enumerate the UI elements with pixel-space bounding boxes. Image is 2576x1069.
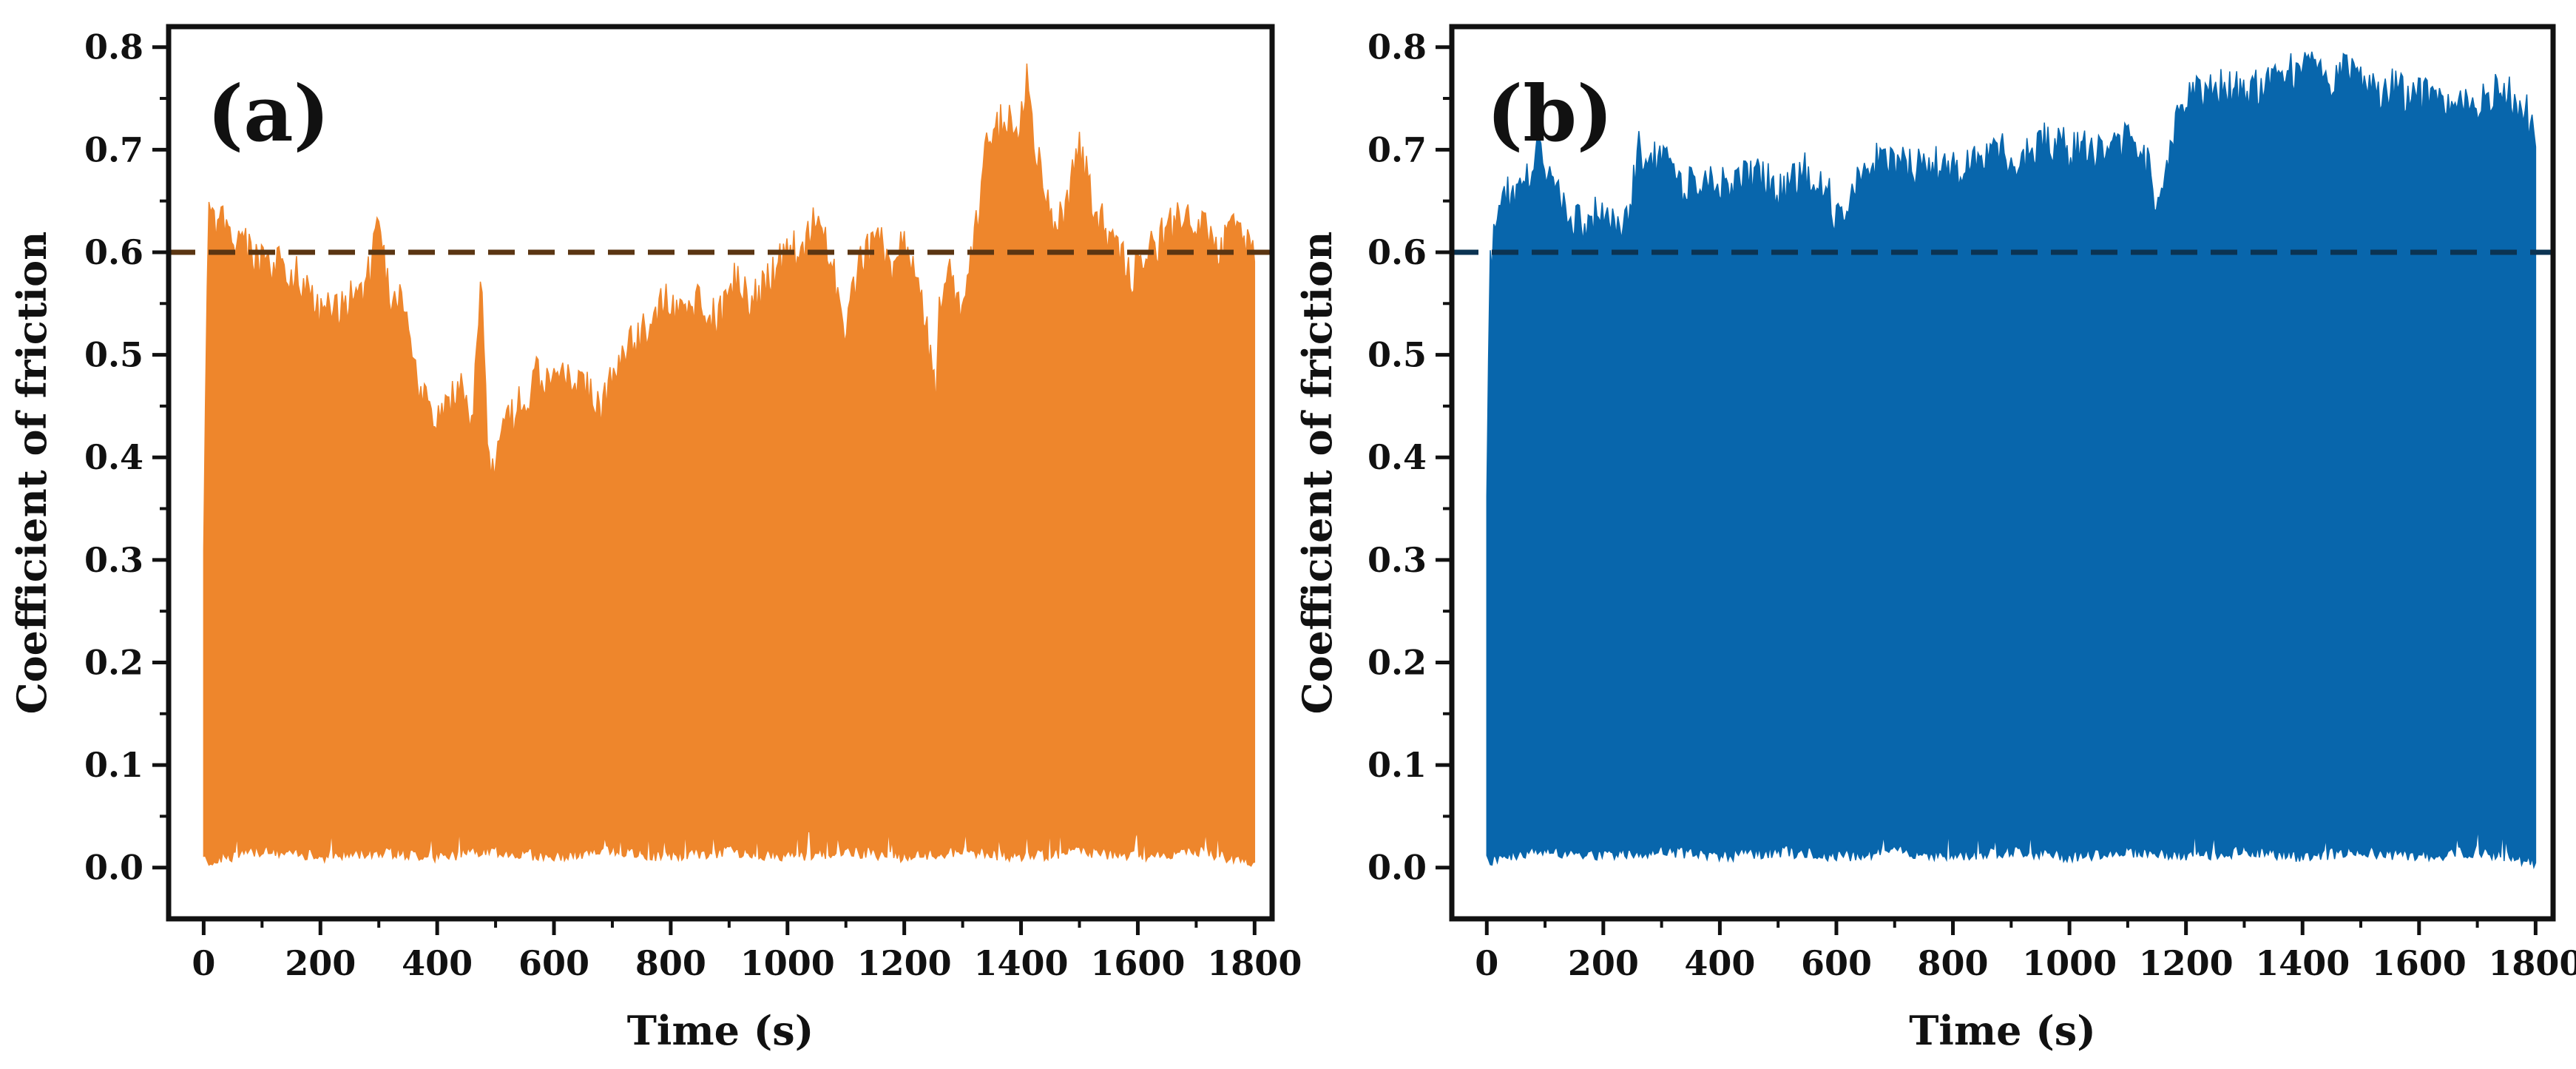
x-tick-label: 1600	[2372, 943, 2467, 983]
y-tick-label: 0.4	[1368, 437, 1427, 477]
x-tick-label: 600	[1801, 943, 1872, 983]
y-tick-label: 0.5	[84, 335, 143, 375]
y-axis-ticks-a: 0.0 0.1 0.2 0.3 0.4 0.5 0.6 0.7 0.8	[84, 27, 169, 888]
x-tick-label: 200	[285, 943, 356, 983]
friction-series-a	[203, 63, 1256, 867]
x-tick-label: 1600	[1090, 943, 1185, 983]
x-tick-label: 800	[635, 943, 706, 983]
x-axis-ticks-a: 0 200 400 600 800 1000 1200 1400 1600 1800	[192, 919, 1302, 983]
y-tick-label: 0.7	[84, 129, 143, 169]
y-tick-label: 0.1	[1368, 745, 1427, 785]
y-tick-label: 0.6	[84, 232, 143, 272]
x-tick-label: 0	[192, 943, 215, 983]
y-tick-label: 0.8	[1368, 27, 1427, 67]
x-tick-label: 400	[1684, 943, 1755, 983]
y-tick-label: 0.1	[84, 745, 143, 785]
x-tick-label: 1000	[2022, 943, 2117, 983]
x-tick-label: 1200	[2139, 943, 2234, 983]
x-tick-label: 1800	[2488, 943, 2576, 983]
panel-label-b: (b)	[1487, 68, 1613, 159]
y-tick-label: 0.3	[1368, 540, 1427, 580]
y-tick-label: 0.3	[84, 540, 143, 580]
y-tick-label: 0.6	[1368, 232, 1427, 272]
y-tick-label: 0.4	[84, 437, 143, 477]
y-tick-label: 0.5	[1368, 335, 1427, 375]
y-tick-label: 0.8	[84, 27, 143, 67]
chart-panel-b: 0 200 400 600 800 1000 1200 1400 1600 1800 0.0 0.1…	[1294, 24, 2576, 1054]
x-tick-label: 1000	[740, 943, 835, 983]
x-tick-label: 1200	[857, 943, 952, 983]
x-tick-label: 1800	[1207, 943, 1302, 983]
x-tick-label: 200	[1568, 943, 1639, 983]
x-axis-ticks-b: 0 200 400 600 800 1000 1200 1400 1600 1800	[1475, 919, 2576, 983]
x-tick-label: 400	[402, 943, 473, 983]
plot-frame-a	[166, 24, 1275, 922]
x-axis-title-a: Time (s)	[627, 1007, 814, 1054]
y-tick-label: 0.2	[1368, 642, 1427, 682]
x-tick-label: 1400	[2255, 943, 2350, 983]
x-tick-label: 800	[1918, 943, 1989, 983]
x-tick-label: 0	[1475, 943, 1498, 983]
friction-band-b	[1486, 51, 2537, 869]
y-tick-label: 0.2	[84, 642, 143, 682]
y-axis-title-b: Coefficient of friction	[1294, 232, 1341, 715]
y-tick-label: 0.0	[84, 848, 143, 888]
y-tick-label: 0.7	[1368, 129, 1427, 169]
y-axis-title-a: Coefficient of friction	[8, 232, 55, 715]
x-tick-label: 1400	[974, 943, 1069, 983]
panel-label-a: (a)	[207, 68, 330, 159]
x-axis-title-b: Time (s)	[1909, 1007, 2096, 1054]
friction-band-a	[203, 63, 1256, 867]
y-tick-label: 0.0	[1368, 848, 1427, 888]
x-tick-label: 600	[518, 943, 589, 983]
y-axis-ticks-b: 0.0 0.1 0.2 0.3 0.4 0.5 0.6 0.7 0.8	[1368, 27, 1452, 888]
friction-series-b	[1486, 51, 2537, 869]
plot-frame-b	[1449, 24, 2556, 922]
chart-panel-a: 0 200 400 600 800 1000 1200 1400 1600 1800 0.0 0.1…	[8, 24, 1302, 1054]
